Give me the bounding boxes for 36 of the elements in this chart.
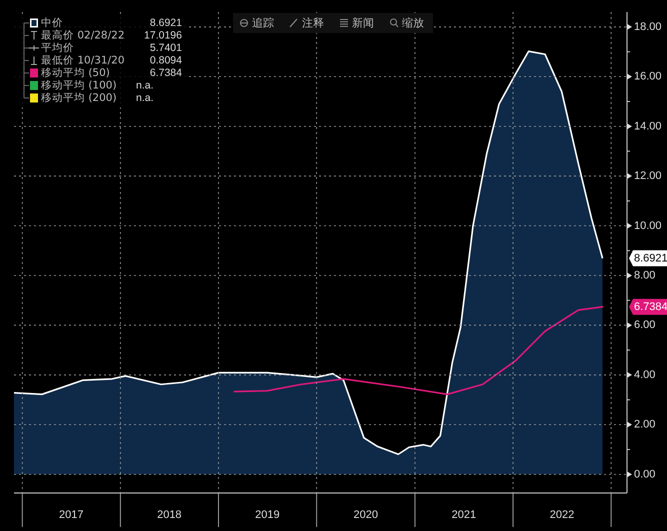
x-tick-label: 2018 [157,509,182,521]
x-tick-label: 2022 [550,509,574,521]
annotation: 17.0196 [144,30,182,42]
x-tick-label: 2017 [59,509,84,521]
annotation: 6.7384 [150,67,182,79]
x-tick-label: 2021 [452,509,476,521]
legend-label: 移动平均 (200) [41,92,117,104]
annotation: 追踪 [252,16,274,30]
annotation: 8.6921 [634,252,667,264]
y-tick-label: 8.00 [634,269,656,282]
y-tick-label: 18.00 [634,20,662,33]
annotation: 注释 [302,16,324,30]
annotation: 8.6921 [150,17,182,29]
legend-label: 移动平均 (100) [41,80,117,92]
annotation: 0.8094 [150,54,182,66]
y-tick-label: 12.00 [634,170,662,182]
y-tick-label: 4.00 [634,368,656,381]
annotation: n.a. [136,80,154,92]
y-tick-label: 6.00 [634,319,656,332]
annotation: 平均价 [41,42,74,54]
annotation: 最高价 02/28/22 [41,28,124,42]
x-tick-label: 2019 [255,509,280,521]
annotation: 缩放 [402,16,424,30]
y-tick-label: 10.00 [634,220,662,232]
y-tick-label: 14.00 [634,120,662,132]
annotation: 最低价 10/31/20 [41,54,124,66]
annotation: n.a. [136,92,154,104]
annotation: 6.7384 [634,300,667,313]
y-tick-label: 16.00 [634,70,662,83]
x-tick-label: 2020 [354,509,378,521]
legend-label: 移动平均 (50) [41,67,110,79]
annotation: 5.7401 [150,42,182,54]
y-tick-label: 2.00 [634,418,656,431]
y-tick-label: 0.00 [634,468,656,480]
annotation: 新闻 [352,16,374,30]
legend-label: 中价 [41,16,63,29]
